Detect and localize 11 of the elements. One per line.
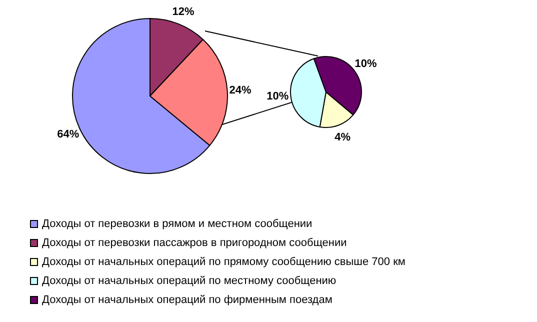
legend-label: Доходы от начальных операций по прямому сообщению свыше 700 км [42,256,406,268]
data-label: 64% [57,128,80,141]
data-label: 4% [334,132,351,144]
data-label: 10% [266,90,289,102]
legend-label: Доходы от начальных операций по местному сообщению [42,274,336,286]
data-label: 12% [172,6,195,18]
legend-label: Доходы от начальных операций по фирменным поездам [42,294,332,306]
data-label: 24% [229,84,252,96]
legend-label: Доходы от перевозки в рямом и местном сообщении [42,218,312,230]
data-label: 10% [354,58,377,70]
legend-label: Доходы от перевозки пассажров в пригородном сообщении [42,236,347,248]
